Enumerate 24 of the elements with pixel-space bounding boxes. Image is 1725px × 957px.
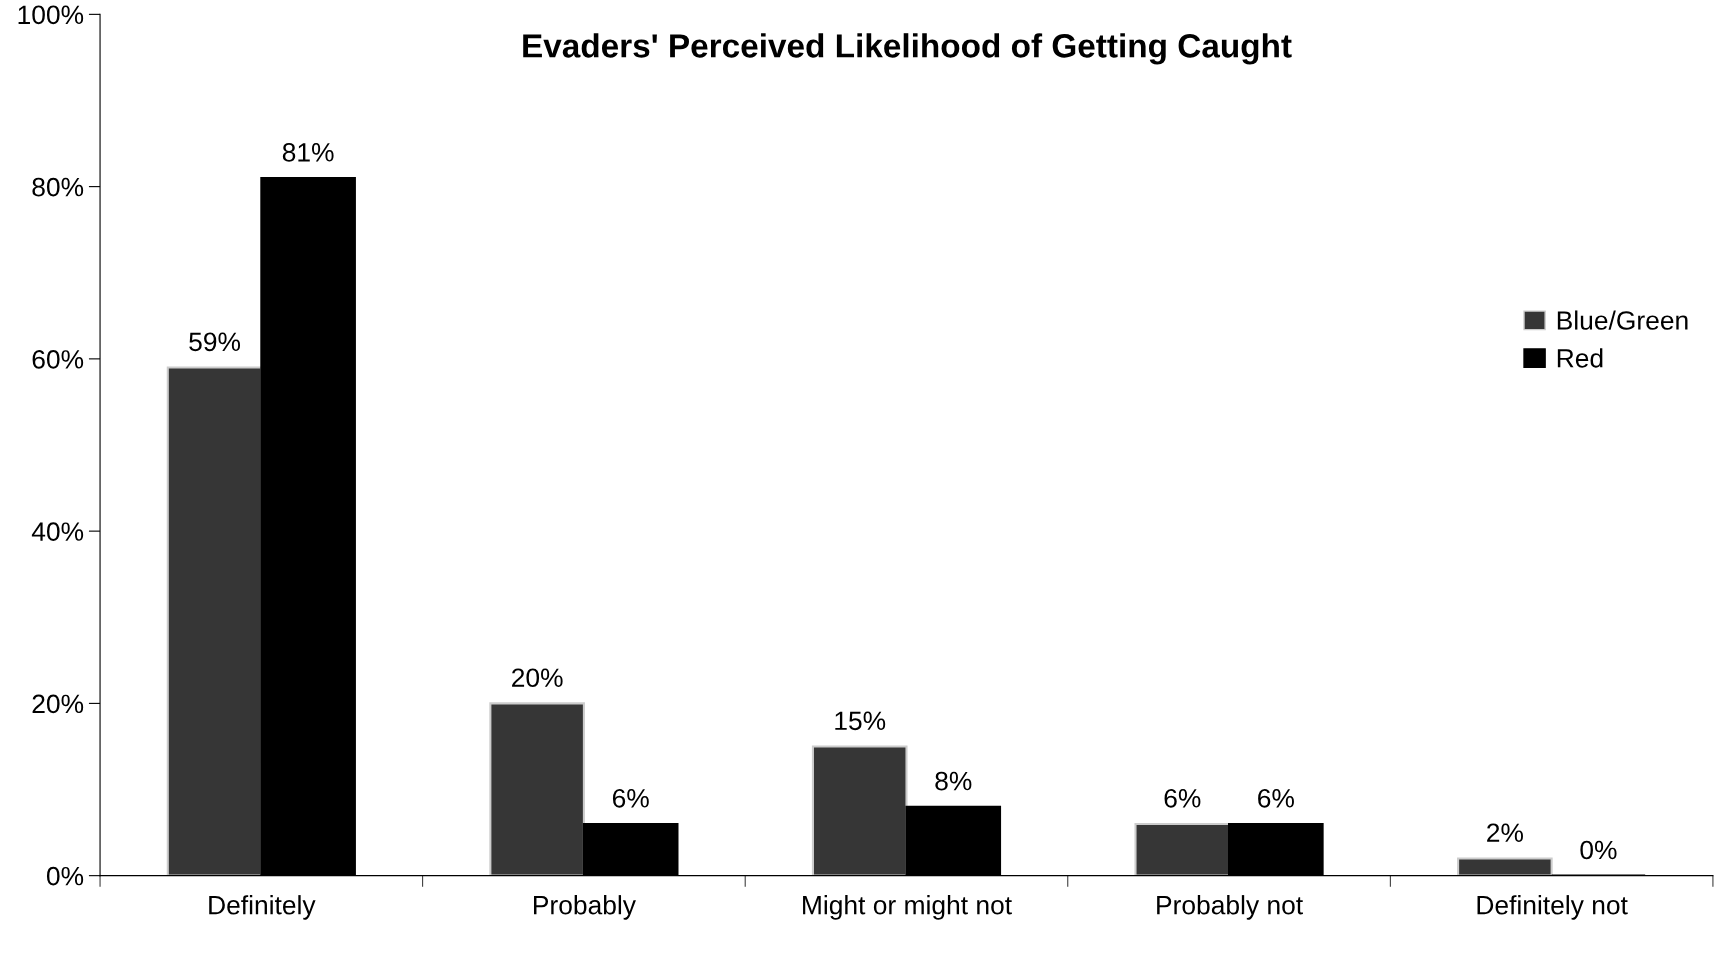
legend-label: Blue/Green: [1557, 310, 1688, 330]
data-label: 0%: [1580, 840, 1617, 860]
data-label: 15%: [835, 711, 886, 731]
data-label: 6%: [1164, 788, 1201, 808]
x-tick-label: Might or might not: [803, 895, 1012, 920]
data-label: 6%: [1258, 788, 1294, 808]
data-label: 2%: [1487, 823, 1523, 842]
y-tick-label: 0%: [46, 866, 84, 886]
y-tick-label: 40%: [31, 522, 84, 541]
data-label: 6%: [612, 788, 649, 808]
x-tick-label: Definitely: [209, 895, 316, 920]
data-label: 20%: [512, 668, 563, 688]
data-label: 59%: [189, 332, 241, 352]
data-label: 81%: [282, 142, 334, 162]
x-tick-label: Definitely not: [1477, 895, 1628, 920]
y-tick-label: 60%: [32, 350, 84, 369]
y-tick-label: 20%: [32, 694, 84, 714]
data-label: 8%: [935, 771, 972, 791]
y-tick-label: 80%: [32, 177, 84, 197]
text: Evaders' Perceived Likelihood of Getting Caught: [523, 33, 1292, 65]
x-tick-label: Probably not: [1157, 895, 1303, 920]
y-tick-label: 100%: [18, 5, 84, 25]
x-tick-label: Probably: [534, 895, 636, 920]
legend-label: Red: [1557, 348, 1603, 368]
